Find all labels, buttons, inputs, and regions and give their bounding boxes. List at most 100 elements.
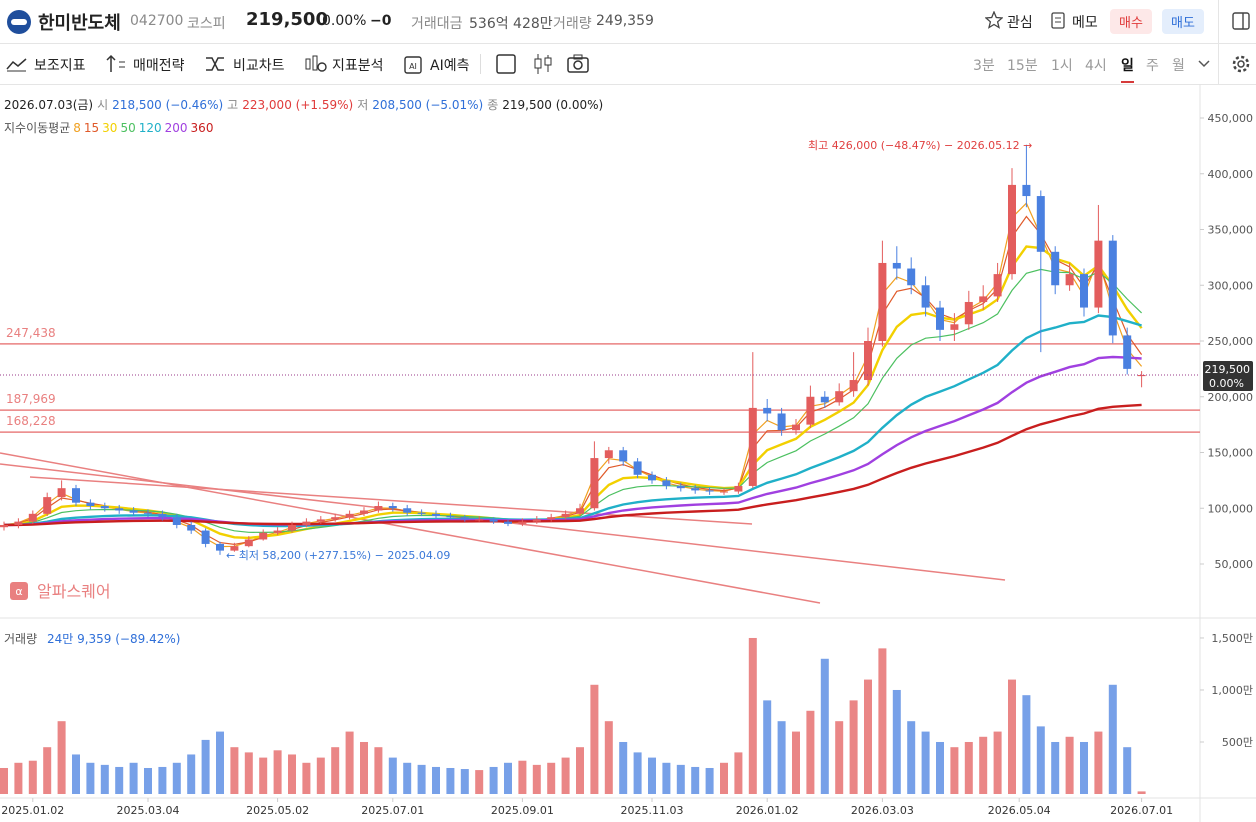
volume-label: 거래량 [553,16,592,32]
tool[interactable]: 비교차트 [233,58,285,74]
volume-bar [244,752,253,794]
volume-bar [158,766,167,794]
period-tab[interactable]: 주 [1146,58,1159,74]
low-label: 저 [357,98,369,112]
volume-bar [144,767,152,794]
x-tick-label: 2025.05.02 [246,804,309,817]
candle-body [820,396,829,403]
volume-bar [432,766,440,794]
panel-icon[interactable] [1231,11,1251,31]
volume-bar [230,747,239,794]
volume-bar [921,731,930,794]
volume-bar [14,762,23,794]
period-tab[interactable]: 4시 [1085,58,1107,74]
candle-icon[interactable] [532,52,554,76]
tool[interactable]: 보조지표 [34,58,86,74]
candle-body [705,490,714,492]
camera-icon[interactable] [566,53,590,75]
price: 219,500 [246,9,328,30]
candle-body [388,506,397,509]
candle-body [1123,335,1132,369]
compare-icon[interactable] [205,55,225,73]
volume-bar [57,721,66,794]
candle-body [648,474,656,481]
svg-text:AI: AI [409,62,417,71]
candle-body [331,517,340,520]
candle-body [864,341,872,381]
tool[interactable]: 지표분석 [332,58,384,74]
ema-line [3,314,1142,528]
candle-body [129,510,138,513]
period-tab[interactable]: 일 [1121,55,1134,83]
volume-bar [86,762,95,794]
tool[interactable]: AI예측 [430,58,470,74]
period-tab[interactable]: 1시 [1051,58,1073,74]
candle-body [230,546,239,551]
volume-bar [388,757,397,794]
y-tick-label: 250,000 [1208,335,1254,348]
volume-bar [993,731,1002,794]
buy-button[interactable]: 매수 [1110,9,1152,34]
tool[interactable]: 매매전략 [133,58,185,74]
level-label: 247,438 [6,326,56,340]
ma-legend: 지수이동평균 8 15 30 50 120 200 360 [4,119,216,136]
volume-bar [43,747,52,794]
candle-body [0,524,8,528]
top-bar: 한미반도체 042700 코스피 219,500 0.00% −0 거래대금 5… [0,0,1256,44]
candle-body [446,516,455,518]
divider [1218,0,1219,43]
volume-bar [806,710,815,794]
candle-body [360,510,368,514]
candle-body [14,521,23,525]
y-tick-label: 1,000만 [1211,684,1253,697]
volume-bar [864,679,872,794]
volume-bar [705,767,714,794]
y-tick-label: 200,000 [1208,391,1254,404]
x-tick-label: 2025.01.02 [1,804,64,817]
memo-icon[interactable] [1050,11,1066,29]
settings-icon[interactable] [1230,53,1252,75]
candle-body [921,285,930,308]
x-tick-label: 2026.07.01 [1110,804,1173,817]
volume-bar [1094,731,1103,794]
candle-body [460,517,469,520]
candle-body [158,513,167,518]
volume-bar [878,648,887,794]
volume-bar [590,684,599,794]
analysis-icon[interactable] [304,54,328,74]
candle-body [979,296,988,302]
volume-bar [374,747,383,794]
period-tab[interactable]: 월 [1172,58,1185,74]
volume-bar [720,762,728,794]
watermark: α 알파스퀘어 [10,582,111,601]
ma-period: 200 [164,121,188,135]
star-icon[interactable] [985,11,1003,29]
draw-icon[interactable] [495,53,517,75]
sell-button[interactable]: 매도 [1162,9,1204,34]
candle-body [748,407,757,486]
dropdown-icon[interactable] [1197,58,1211,70]
period-tab[interactable]: 3분 [973,58,995,74]
y-tick-label: 100,000 [1208,502,1254,515]
ai-icon[interactable]: AI [402,54,424,76]
candle-body [1036,196,1045,252]
y-tick-label: 450,000 [1208,112,1254,125]
memo-button[interactable]: 메모 [1072,15,1098,31]
candle-body [86,502,95,507]
volume-bar [72,754,80,794]
candle-body [604,450,613,459]
candle-body [28,513,37,522]
volume-bar [676,764,685,794]
candle-body [1008,184,1016,275]
price-tag [1203,361,1253,392]
volume-bar [648,757,656,794]
strategy-icon[interactable] [105,54,127,74]
open-label: 시 [97,98,109,112]
period-tab[interactable]: 15분 [1007,58,1038,74]
indicator-icon[interactable] [6,56,28,72]
ema-line [3,215,1143,546]
volume-bar [662,762,671,794]
watch-button[interactable]: 관심 [1007,15,1033,31]
close-label: 종 [487,98,499,112]
volume-bar [360,741,368,794]
